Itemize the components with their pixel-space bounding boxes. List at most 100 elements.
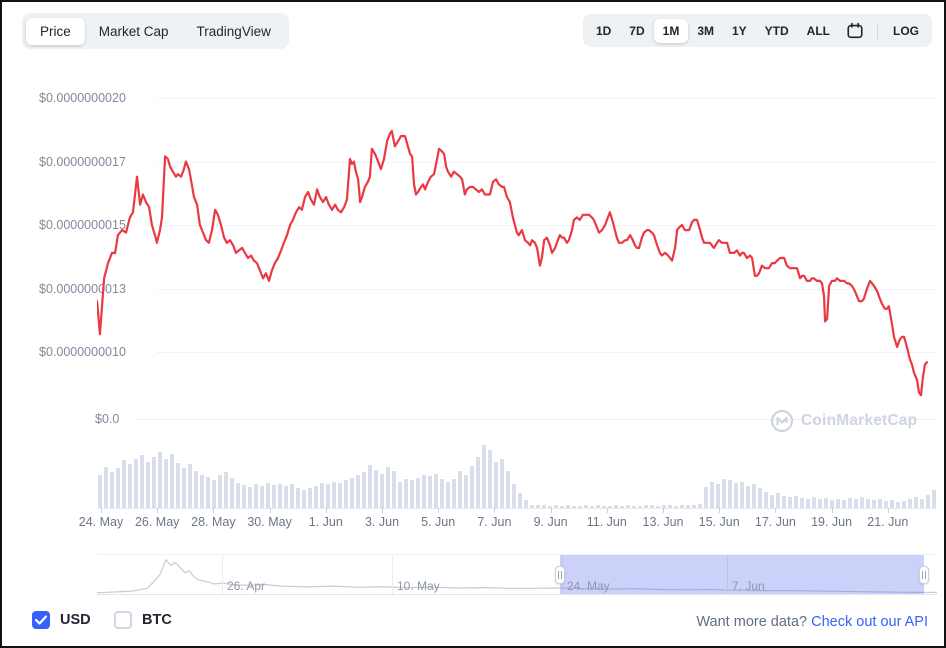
volume-bar: [794, 496, 798, 508]
volume-bar: [830, 500, 834, 508]
brush-tick-label: 26. Apr: [227, 579, 266, 593]
range-tab-all[interactable]: ALL: [806, 23, 830, 38]
volume-bar: [260, 486, 264, 508]
volume-bar: [146, 462, 150, 508]
volume-bar: [656, 506, 660, 508]
btc-toggle[interactable]: BTC: [114, 611, 172, 629]
brush-sparkline: [97, 558, 937, 594]
calendar-button[interactable]: [839, 18, 871, 44]
volume-bar: [854, 499, 858, 508]
volume-bar: [512, 484, 516, 508]
volume-bar: [254, 484, 258, 508]
range-tab-1y[interactable]: 1Y: [731, 23, 747, 38]
tab-market-cap[interactable]: Market Cap: [98, 23, 169, 39]
volume-bar: [752, 484, 756, 508]
volume-bar: [104, 467, 108, 508]
volume-bar: [926, 495, 930, 508]
y-axis-label: $0.0000000010: [39, 345, 126, 359]
usd-label[interactable]: USD: [60, 612, 91, 628]
volume-bar: [848, 498, 852, 508]
volume-bar: [242, 485, 246, 508]
chart-type-tabs: Price Market Cap TradingView: [22, 13, 289, 49]
brush-handle-left[interactable]: [555, 565, 565, 584]
y-axis-label: $0.0000000015: [39, 218, 126, 232]
volume-bar: [710, 482, 714, 508]
volume-bar: [128, 464, 132, 508]
usd-checkbox[interactable]: [32, 611, 50, 629]
x-axis-tick-label: 7. Jun: [477, 515, 512, 529]
range-tab-1d[interactable]: 1D: [595, 23, 612, 38]
brush-gridline: [392, 555, 393, 594]
grid-line: [157, 161, 937, 163]
volume-bar: [428, 476, 432, 508]
x-axis-tick: [887, 508, 889, 513]
volume-bar: [326, 484, 330, 508]
volume-bar: [770, 495, 774, 508]
tab-tradingview[interactable]: TradingView: [196, 23, 271, 39]
volume-bar: [740, 482, 744, 508]
api-link[interactable]: Check out our API: [811, 614, 928, 630]
x-axis-tick: [775, 508, 777, 513]
footer: USD BTC Want more data? Check out our AP…: [2, 602, 944, 646]
price-chart-plot[interactable]: [97, 87, 937, 422]
volume-bar: [488, 450, 492, 508]
volume-bar: [278, 484, 282, 508]
x-axis-tick: [719, 508, 721, 513]
volume-bar: [110, 472, 114, 508]
x-axis-tick: [663, 508, 664, 513]
range-tab-3m[interactable]: 3M: [697, 23, 714, 38]
btc-label[interactable]: BTC: [142, 612, 172, 628]
x-axis-tick: [494, 508, 496, 513]
volume-bar: [806, 499, 810, 508]
x-axis-tick-label: 30. May: [247, 515, 292, 529]
coinmarketcap-logo-icon: [770, 409, 794, 433]
btc-checkbox[interactable]: [114, 611, 132, 629]
x-axis-line: [97, 508, 937, 509]
volume-bar: [932, 490, 936, 508]
volume-bar: [458, 471, 462, 508]
volume-bar: [758, 488, 762, 508]
header-divider: [877, 22, 878, 39]
volume-bar: [194, 471, 198, 508]
volume-bar: [404, 479, 408, 508]
range-tab-1m[interactable]: 1M: [653, 18, 689, 43]
x-axis-tick-label: 26. May: [134, 515, 180, 529]
volume-bar: [866, 499, 870, 508]
range-tab-7d[interactable]: 7D: [629, 23, 645, 38]
volume-bar: [542, 505, 546, 508]
grid-line: [135, 419, 937, 420]
x-axis-tick-label: 3. Jun: [364, 515, 400, 529]
volume-bar: [386, 467, 390, 508]
volume-bar: [410, 480, 414, 508]
volume-bar: [776, 493, 780, 508]
brush-handle-right[interactable]: [919, 565, 929, 584]
volume-bar: [824, 498, 828, 508]
watermark-text: CoinMarketCap: [801, 412, 918, 429]
volume-bar: [596, 505, 600, 508]
volume-bar: [890, 500, 894, 508]
volume-bar: [362, 472, 366, 508]
x-axis-tick-label: 19. Jun: [811, 515, 853, 529]
range-tab-ytd[interactable]: YTD: [764, 23, 789, 38]
volume-bar: [842, 500, 846, 508]
grid-line: [157, 98, 937, 99]
range-selector-brush[interactable]: 26. Apr 10. May 24. May 7. Jun: [97, 554, 937, 595]
volume-bar: [638, 506, 642, 508]
volume-bar: [896, 502, 900, 508]
y-axis-label: $0.0: [95, 412, 120, 426]
y-axis-label: $0.0000000017: [39, 154, 126, 169]
volume-bar: [398, 482, 402, 508]
volume-bar: [332, 482, 336, 508]
volume-bar: [884, 501, 888, 508]
volume-bar: [266, 483, 270, 508]
volume-bar: [860, 497, 864, 508]
volume-bar: [356, 475, 360, 508]
volume-bar: [902, 501, 906, 508]
volume-bar: [692, 505, 696, 508]
volume-bar: [188, 464, 192, 508]
brush-selection[interactable]: [560, 555, 924, 594]
volume-bar: [380, 474, 384, 508]
log-toggle-button[interactable]: LOG: [893, 23, 919, 38]
usd-toggle[interactable]: USD: [32, 611, 91, 629]
tab-price[interactable]: Price: [26, 17, 85, 45]
